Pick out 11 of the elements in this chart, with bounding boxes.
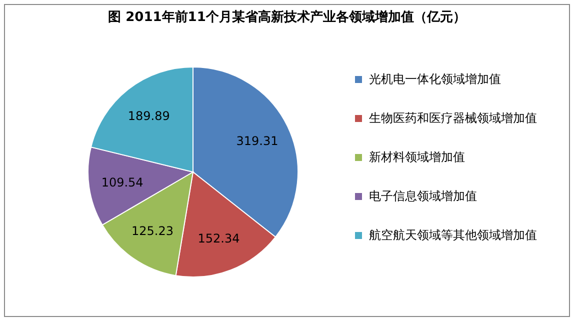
data-label: 125.23: [131, 224, 174, 238]
data-label: 189.89: [128, 108, 170, 123]
data-label: 319.31: [236, 134, 278, 148]
data-label: 109.54: [101, 175, 144, 190]
legend-label: 新材料领域增加值: [369, 149, 465, 166]
legend-label: 生物医药和医疗器械领域增加值: [369, 110, 537, 127]
legend-label: 电子信息领域增加值: [369, 188, 477, 205]
legend-label: 航空航天领域等其他领域增加值: [369, 227, 537, 244]
legend-label: 光机电一体化领域增加值: [369, 71, 501, 88]
data-label: 152.34: [198, 232, 240, 246]
chart-title: 图 2011年前11个月某省高新技术产业各领域增加值（亿元）: [107, 8, 467, 26]
